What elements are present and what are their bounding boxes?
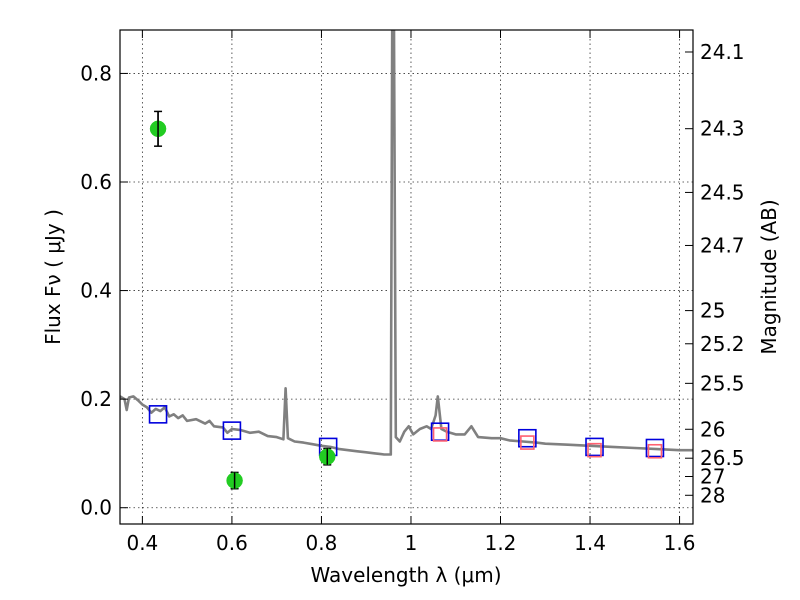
right-axis-label: Magnitude (AB)	[757, 199, 781, 354]
model-spectrum-line	[120, 30, 693, 456]
x-tick-label: 1.6	[664, 531, 696, 555]
grid	[120, 30, 693, 524]
x-tick-label: 1	[405, 531, 418, 555]
square-marker	[647, 443, 663, 459]
x-tick-label: 1.2	[485, 531, 517, 555]
x-tick-label: 0.6	[216, 531, 248, 555]
y-tick-label: 0.8	[80, 61, 112, 85]
square-marker	[432, 427, 448, 442]
square-marker	[587, 442, 602, 458]
y-tick-label: 0.2	[80, 387, 112, 411]
magnitude-tick-label: 26	[700, 417, 725, 441]
plot-frame	[119, 29, 694, 525]
magnitude-tick-label: 24.5	[700, 180, 745, 204]
x-tick-label: 1.4	[574, 531, 606, 555]
y-tick-label: 0.6	[80, 170, 112, 194]
axes: 0.4 0.6 0.8 1 1.2 1.4 1.6 0.0 0.2 0.4 0.6 0.8 24.1 24…	[80, 30, 745, 555]
square-marker	[645, 438, 665, 458]
magnitude-tick-label: 24.3	[700, 117, 745, 141]
magnitude-tick-label: 25.2	[700, 332, 745, 356]
y-tick-label: 0.4	[80, 279, 112, 303]
square-marker	[520, 435, 535, 450]
square-marker	[222, 421, 242, 440]
magnitude-tick-label: 25	[700, 299, 725, 323]
x-tick-label: 0.8	[306, 531, 338, 555]
square-marker	[148, 405, 168, 424]
y-axis-label: Flux Fν ( μJy )	[41, 209, 65, 345]
square-marker	[585, 437, 604, 457]
x-tick-label: 0.4	[126, 531, 158, 555]
x-axis-label: Wavelength λ (μm)	[310, 563, 501, 587]
magnitude-tick-label: 24.7	[700, 233, 745, 257]
square-marker	[518, 428, 537, 448]
magnitude-tick-label: 27	[700, 465, 725, 489]
magnitude-tick-label: 25.5	[700, 371, 745, 395]
y-tick-label: 0.0	[80, 496, 112, 520]
magnitude-tick-label: 24.1	[700, 40, 745, 64]
magnitude-tick-label: 26.5	[700, 446, 745, 470]
plot-area	[120, 30, 693, 490]
magnitude-tick-label: 28	[700, 483, 725, 507]
